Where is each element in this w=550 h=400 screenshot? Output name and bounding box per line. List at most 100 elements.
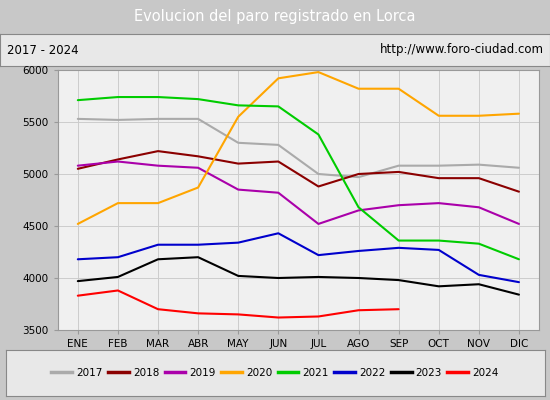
2021: [235, 103, 241, 108]
Text: http://www.foro-ciudad.com: http://www.foro-ciudad.com: [379, 44, 543, 56]
2022: [436, 248, 442, 252]
Line: 2019: 2019: [78, 162, 519, 224]
Line: 2023: 2023: [78, 257, 519, 295]
2021: [275, 104, 282, 109]
2023: [74, 279, 81, 284]
2018: [275, 159, 282, 164]
2024: [315, 314, 322, 319]
2017: [476, 162, 482, 167]
2019: [114, 159, 121, 164]
Line: 2024: 2024: [78, 290, 399, 318]
2020: [516, 111, 522, 116]
2024: [74, 293, 81, 298]
2024: [235, 312, 241, 317]
2023: [476, 282, 482, 287]
2022: [516, 280, 522, 284]
2022: [476, 272, 482, 277]
2023: [114, 274, 121, 279]
Line: 2022: 2022: [78, 233, 519, 282]
2020: [395, 86, 402, 91]
2019: [436, 201, 442, 206]
2021: [516, 257, 522, 262]
2017: [235, 140, 241, 145]
2017: [74, 116, 81, 121]
2024: [114, 288, 121, 293]
Legend: 2017, 2018, 2019, 2020, 2021, 2022, 2023, 2024: 2017, 2018, 2019, 2020, 2021, 2022, 2023…: [47, 364, 503, 382]
2021: [315, 132, 322, 137]
2020: [355, 86, 362, 91]
2017: [355, 175, 362, 180]
2022: [275, 231, 282, 236]
2018: [195, 154, 201, 159]
2018: [516, 189, 522, 194]
2019: [74, 163, 81, 168]
2019: [395, 203, 402, 208]
2021: [155, 95, 161, 100]
2020: [235, 114, 241, 119]
2024: [195, 311, 201, 316]
Line: 2018: 2018: [78, 151, 519, 192]
2021: [114, 95, 121, 100]
2022: [155, 242, 161, 247]
2019: [235, 187, 241, 192]
2024: [155, 307, 161, 312]
2019: [355, 208, 362, 213]
2017: [395, 163, 402, 168]
2019: [516, 222, 522, 226]
2022: [355, 248, 362, 253]
2023: [436, 284, 442, 289]
Line: 2017: 2017: [78, 119, 519, 177]
2020: [275, 76, 282, 81]
2018: [74, 166, 81, 171]
2018: [114, 157, 121, 162]
2020: [155, 201, 161, 206]
2018: [476, 176, 482, 180]
2020: [315, 70, 322, 74]
2022: [235, 240, 241, 245]
2020: [74, 222, 81, 226]
Text: 2017 - 2024: 2017 - 2024: [7, 44, 78, 56]
2018: [155, 149, 161, 154]
2021: [476, 241, 482, 246]
2018: [235, 161, 241, 166]
2023: [275, 276, 282, 280]
2017: [436, 163, 442, 168]
2023: [155, 257, 161, 262]
2021: [74, 98, 81, 102]
2022: [195, 242, 201, 247]
2021: [436, 238, 442, 243]
2019: [476, 205, 482, 210]
2017: [275, 142, 282, 147]
2021: [195, 97, 201, 102]
2018: [436, 176, 442, 180]
Text: Evolucion del paro registrado en Lorca: Evolucion del paro registrado en Lorca: [134, 10, 416, 24]
2017: [315, 172, 322, 176]
2018: [315, 184, 322, 189]
2024: [275, 315, 282, 320]
2022: [395, 246, 402, 250]
2017: [516, 165, 522, 170]
2018: [355, 172, 362, 176]
2023: [235, 274, 241, 278]
Line: 2020: 2020: [78, 72, 519, 224]
2020: [476, 113, 482, 118]
2022: [74, 257, 81, 262]
2019: [315, 222, 322, 226]
2020: [114, 201, 121, 206]
2023: [355, 276, 362, 280]
2019: [275, 190, 282, 195]
2022: [114, 255, 121, 260]
2017: [155, 116, 161, 121]
Line: 2021: 2021: [78, 97, 519, 259]
2024: [395, 307, 402, 312]
2023: [195, 255, 201, 260]
2022: [315, 253, 322, 258]
2023: [315, 274, 322, 279]
2019: [155, 163, 161, 168]
2021: [395, 238, 402, 243]
2018: [395, 170, 402, 174]
2021: [355, 205, 362, 210]
2023: [516, 292, 522, 297]
2017: [114, 118, 121, 122]
2019: [195, 165, 201, 170]
